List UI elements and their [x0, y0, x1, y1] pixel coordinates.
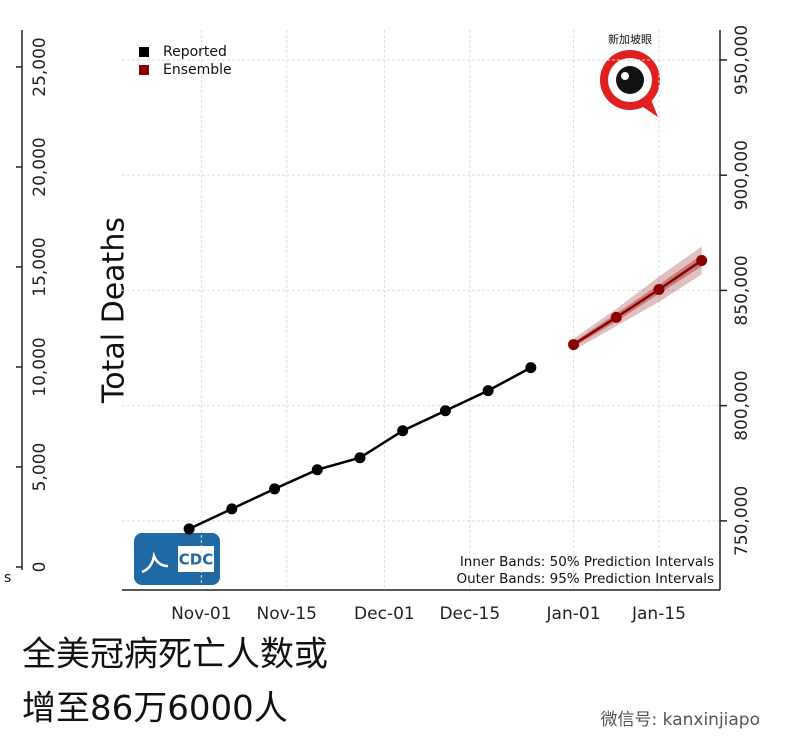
point — [226, 503, 238, 515]
point — [439, 405, 451, 417]
series-line — [572, 259, 703, 346]
cdc-logo: CDC — [134, 533, 220, 585]
legend-label: Reported — [163, 44, 227, 60]
point — [397, 425, 409, 437]
watermark-logo: 新加坡眼 — [600, 32, 660, 117]
legend-swatch — [139, 65, 149, 75]
x-tick-label: Dec-15 — [439, 604, 500, 624]
y2-tick-label: 950,000 — [732, 25, 752, 95]
band-note: Inner Bands: 50% Prediction Intervals — [460, 554, 714, 570]
y-axis-label: Total Deaths — [97, 217, 132, 404]
x-tick-label: Nov-01 — [171, 604, 232, 624]
y-tick-label: 20,000 — [30, 137, 50, 196]
point — [525, 362, 537, 374]
point — [311, 464, 323, 476]
y2-tick-label: 750,000 — [732, 486, 752, 556]
y-tick-label: 10,000 — [30, 337, 50, 396]
cropped-label: s — [4, 570, 11, 586]
x-tick-label: Nov-15 — [257, 604, 318, 624]
y-tick-label: 15,000 — [30, 237, 50, 296]
watermark-text: 新加坡眼 — [608, 32, 652, 46]
y2-tick-label: 900,000 — [732, 140, 752, 210]
point — [183, 523, 195, 535]
y2-tick-label: 850,000 — [732, 255, 752, 325]
band-note: Outer Bands: 95% Prediction Intervals — [456, 571, 714, 587]
point — [610, 311, 622, 323]
point — [696, 254, 708, 266]
y2-tick-label: 800,000 — [732, 370, 752, 440]
point — [653, 283, 665, 295]
caption-line: 增至86万6000人 — [22, 689, 288, 729]
y-tick-label: 25,000 — [30, 37, 50, 96]
legend-swatch — [139, 47, 149, 57]
y-tick-label: 0 — [30, 562, 50, 573]
x-tick-label: Jan-15 — [631, 604, 686, 624]
point — [269, 483, 281, 495]
x-tick-label: Jan-01 — [546, 604, 601, 624]
caption-line: 全美冠病死亡人数或 — [22, 635, 328, 675]
y-tick-label: 5,000 — [30, 443, 50, 492]
series-line — [188, 366, 532, 531]
footer: 微信号: kanxinjiapo — [601, 710, 760, 730]
legend-label: Ensemble — [163, 62, 232, 78]
x-tick-label: Dec-01 — [354, 604, 415, 624]
point — [482, 385, 494, 397]
point — [568, 339, 580, 351]
point — [354, 452, 366, 464]
cdc-text: CDC — [179, 551, 213, 569]
